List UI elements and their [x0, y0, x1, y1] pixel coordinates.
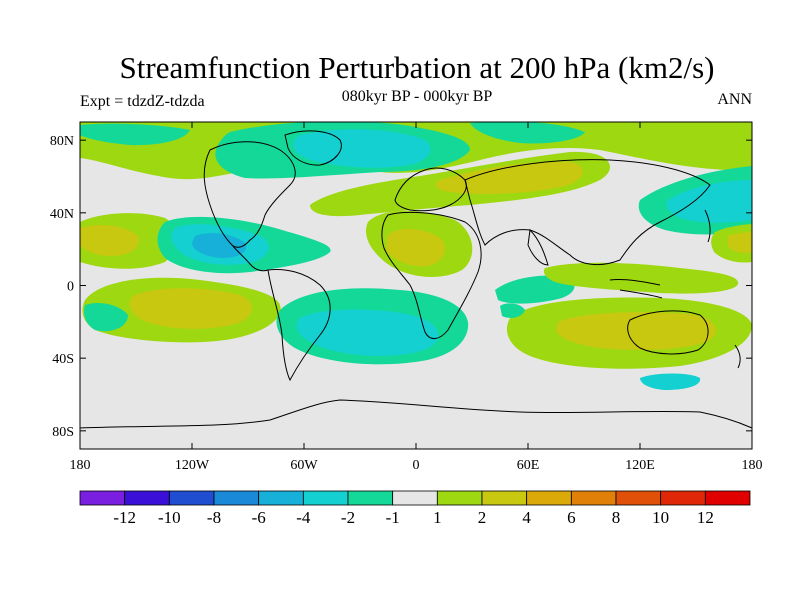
- colorbar-label: 2: [478, 508, 487, 527]
- coastline-europe: [394, 167, 467, 212]
- colorbar-swatch: [660, 490, 706, 506]
- x-tick-label: 60E: [517, 458, 540, 473]
- contour-negative-13: [666, 180, 752, 223]
- y-tick-label: 40N: [50, 207, 74, 222]
- y-tick-label: 80N: [50, 134, 74, 149]
- contour-positive-9: [129, 288, 252, 329]
- colorbar: -12 -10 -8 -6 -4 -2 -1 1 2 4 6 8 10 12: [79, 490, 751, 527]
- map-title: Streamfunction Perturbation at 200 hPa (…: [119, 50, 715, 85]
- y-tick-label: 0: [67, 280, 74, 295]
- colorbar-label: -12: [113, 508, 136, 527]
- contour-negative-11: [495, 275, 575, 304]
- coastline-japan: [704, 209, 711, 243]
- colorbar-label: 1: [433, 508, 442, 527]
- colorbar-swatch: [526, 490, 572, 506]
- colorbar-swatch: [481, 490, 528, 506]
- colorbar-swatch: [79, 490, 126, 506]
- y-tick-label: 80S: [52, 425, 74, 440]
- contour-negative-15: [500, 303, 525, 318]
- colorbar-swatch: [704, 490, 751, 506]
- colorbar-label: 10: [652, 508, 669, 527]
- contour-negative-3: [470, 122, 585, 144]
- season-label: ANN: [717, 91, 752, 108]
- contour-negative-14: [640, 373, 701, 390]
- colorbar-swatch: [615, 490, 662, 506]
- x-tick-label: 180: [742, 458, 763, 473]
- colorbar-label: -10: [158, 508, 181, 527]
- colorbar-swatch: [392, 490, 438, 506]
- y-tick-label: 40S: [52, 352, 74, 367]
- coastline-indonesia: [609, 279, 663, 299]
- colorbar-swatch: [124, 490, 170, 506]
- colorbar-label: -6: [252, 508, 266, 527]
- colorbar-swatch: [168, 490, 215, 506]
- coastline-greenland: [284, 130, 342, 166]
- colorbar-swatch: [213, 490, 260, 506]
- coastlines: [80, 130, 752, 429]
- coastline-india: [527, 228, 549, 266]
- experiment-label: Expt = tdzdZ-tdzda: [80, 93, 205, 110]
- colorbar-label: -1: [386, 508, 400, 527]
- coastline-australia: [627, 310, 709, 355]
- contour-positive-3: [435, 161, 583, 194]
- colorbar-label: 6: [567, 508, 576, 527]
- contour-positive-5: [386, 228, 445, 267]
- colorbar-swatch: [570, 490, 617, 506]
- colorbar-swatch: [258, 490, 304, 506]
- colorbar-swatch: [302, 490, 349, 506]
- contour-negative-10: [296, 309, 439, 356]
- x-axis: 180 120W 60W 0 60E 120E 180: [70, 122, 763, 473]
- coastline-new-zealand: [734, 344, 741, 369]
- colorbar-label: 8: [612, 508, 621, 527]
- contour-negative-2: [293, 129, 431, 168]
- coastline-asia: [464, 159, 711, 266]
- y-axis: 80N 40N 0 40S 80S: [50, 134, 752, 440]
- x-tick-label: 180: [70, 458, 91, 473]
- contour-field: [80, 122, 752, 390]
- coastline-south-america: [267, 269, 331, 382]
- contour-negative-7: [192, 233, 247, 258]
- x-tick-label: 0: [413, 458, 420, 473]
- contour-positive-14: [728, 232, 752, 253]
- contour-negative-4: [80, 123, 190, 146]
- coastline-central-america: [231, 244, 269, 272]
- colorbar-label: -2: [341, 508, 355, 527]
- colorbar-label: -8: [207, 508, 221, 527]
- colorbar-label: -4: [296, 508, 311, 527]
- coastline-africa: [381, 211, 482, 339]
- colorbar-label: 4: [522, 508, 531, 527]
- map-subtitle: 080kyr BP - 000kyr BP: [341, 88, 493, 105]
- x-tick-label: 120W: [175, 458, 210, 473]
- contour-positive-7: [80, 224, 139, 256]
- coastline-antarctica: [80, 399, 752, 429]
- coastline-north-america: [203, 141, 296, 248]
- contour-negative-8: [84, 303, 128, 332]
- contour-positive-12: [556, 312, 716, 350]
- colorbar-swatch: [347, 490, 394, 506]
- colorbar-swatch: [436, 490, 483, 506]
- x-tick-label: 120E: [625, 458, 655, 473]
- colorbar-label: 12: [697, 508, 714, 527]
- contour-positive-10: [543, 262, 739, 294]
- x-tick-label: 60W: [290, 458, 318, 473]
